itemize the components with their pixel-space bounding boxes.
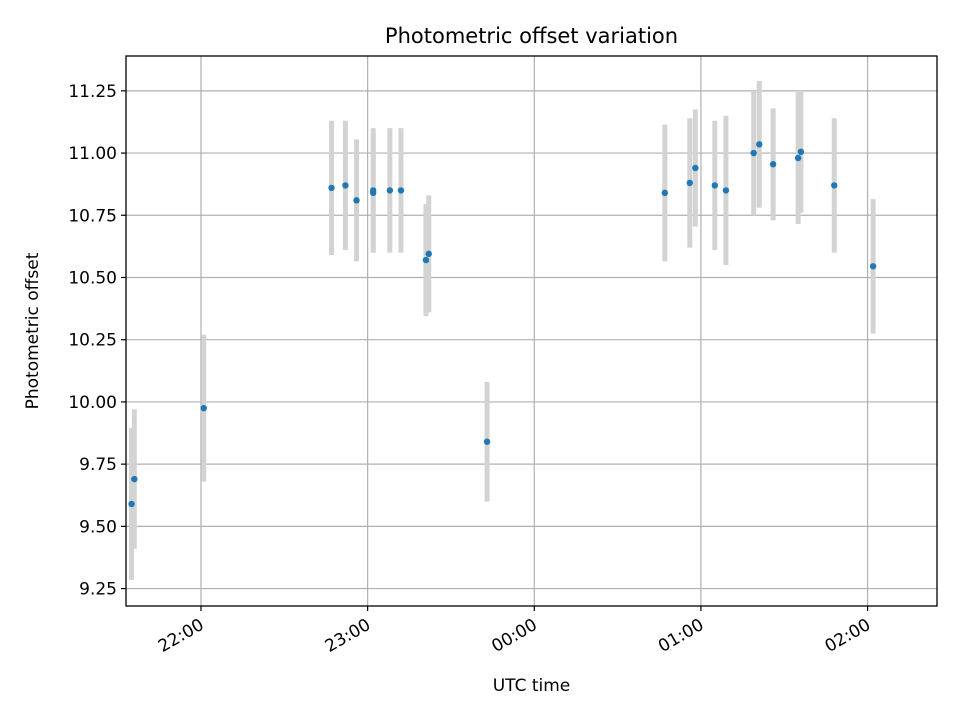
y-tick-label: 11.00 <box>68 144 117 164</box>
data-point <box>661 189 669 197</box>
data-point <box>794 154 802 162</box>
data-point <box>711 182 719 189</box>
x-axis-label: UTC time <box>493 676 571 696</box>
y-tick-label: 10.50 <box>68 268 117 288</box>
y-tick-label: 10.00 <box>68 393 117 413</box>
data-points <box>128 141 877 508</box>
data-point <box>328 184 335 192</box>
y-tick-label: 10.25 <box>68 331 117 351</box>
y-tick-label: 9.75 <box>79 455 117 475</box>
y-axis-ticks: 9.25 9.50 9.75 10.00 10.25 10.50 10.75 11.00 11.… <box>68 82 126 600</box>
data-point <box>692 164 699 172</box>
data-point <box>686 179 694 187</box>
data-point <box>722 187 730 194</box>
data-point <box>128 500 135 508</box>
data-point <box>831 182 838 189</box>
data-point <box>422 256 430 264</box>
data-point <box>353 197 360 204</box>
data-point <box>342 182 349 189</box>
data-point <box>869 263 877 270</box>
data-point <box>200 404 207 412</box>
data-point <box>425 250 432 258</box>
y-tick-label: 9.25 <box>79 580 117 600</box>
data-point <box>797 148 805 156</box>
data-point <box>369 189 377 197</box>
y-tick-label: 11.25 <box>68 82 117 102</box>
data-point <box>131 475 138 483</box>
plot-frame <box>125 55 938 607</box>
data-point <box>769 161 777 168</box>
data-point <box>750 149 757 157</box>
data-point <box>397 187 405 194</box>
chart-title: Photometric offset variation <box>385 24 678 48</box>
data-point <box>386 187 394 194</box>
y-axis-label: Photometric offset <box>23 252 43 409</box>
data-point <box>756 141 763 148</box>
y-tick-label: 9.50 <box>79 517 117 537</box>
data-point <box>483 438 491 445</box>
y-tick-label: 10.75 <box>68 206 117 226</box>
